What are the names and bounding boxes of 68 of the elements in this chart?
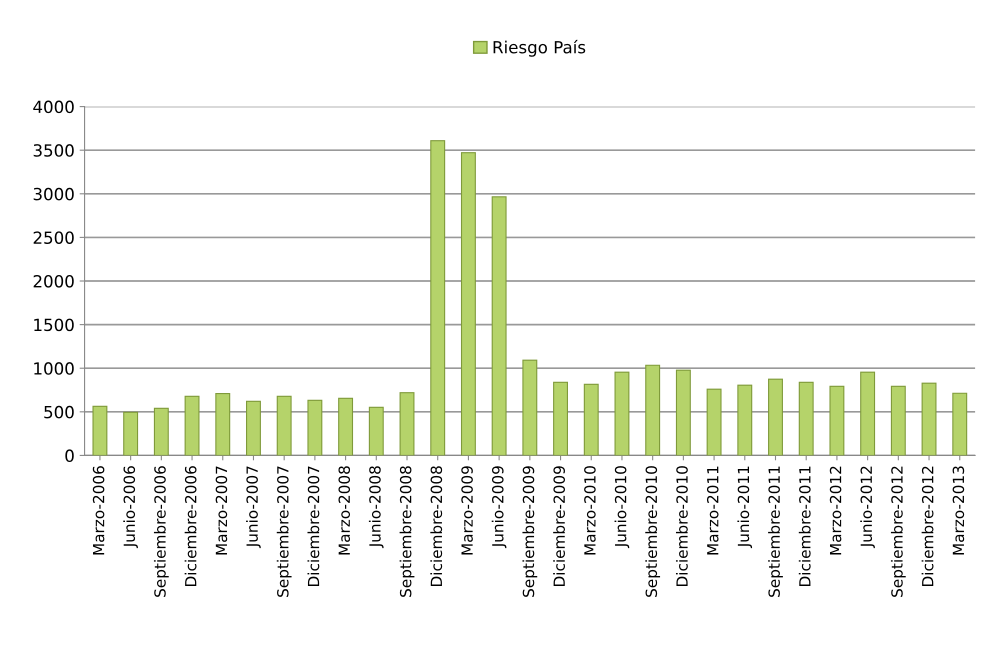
bar [307,400,322,456]
bar [645,364,660,456]
bar [798,382,814,456]
legend-label: Riesgo País [494,40,586,57]
x-tick-label: Septiembre-2012 [890,466,906,597]
x-tick-label: Junio-2006 [123,466,138,548]
y-tick-label: 0 [65,449,74,462]
bar [123,412,138,456]
x-tick-label: Marzo-2012 [830,466,842,555]
x-tick-label: Marzo-2009 [461,466,473,555]
bar [768,378,783,456]
bar [829,386,844,456]
bar [614,372,630,456]
x-tick-label: Marzo-2007 [216,466,228,555]
x-tick-label: Septiembre-2008 [400,466,414,597]
x-tick-label: Septiembre-2011 [768,466,783,597]
x-tick-label: Junio-2007 [246,466,261,548]
bar [952,392,968,456]
x-tick-label: Marzo-2013 [952,466,964,555]
x-tick-label: Diciembre-2010 [676,466,688,586]
x-tick-label: Septiembre-2009 [522,466,538,597]
bar [492,196,507,456]
bar [584,384,599,456]
y-tick-label: 1500 [34,318,74,332]
x-tick-label: Marzo-2011 [706,466,719,555]
bar [522,360,538,456]
x-tick-label: Diciembre-2009 [553,466,565,586]
y-tick-label: 1000 [34,362,74,375]
x-tick-label: Diciembre-2008 [430,466,442,586]
bar [676,370,691,456]
x-tick-label: Diciembre-2011 [798,466,811,586]
x-tick-label: Marzo-2008 [338,466,350,555]
bar [338,398,354,456]
bar [368,406,384,456]
bar [400,392,414,456]
y-tick-label: 500 [44,406,74,418]
x-tick-label: Diciembre-2007 [307,466,320,586]
bar [706,388,722,456]
x-tick-label: Junio-2009 [492,466,506,548]
x-tick-label: Marzo-2006 [92,466,104,555]
y-tick-label: 2500 [34,231,74,244]
bar [737,384,752,456]
bar [553,382,568,456]
y-tick-label: 3500 [34,144,74,157]
y-tick-label: 3000 [34,188,74,200]
bar [430,140,446,456]
bar [154,408,169,456]
bar [860,372,876,456]
x-tick-label: Septiembre-2006 [154,466,169,597]
bar [215,393,230,456]
x-tick-label: Junio-2008 [368,466,384,548]
bar [92,406,108,456]
x-tick-label: Junio-2012 [860,466,875,548]
x-tick-label: Septiembre-2010 [645,466,660,597]
x-tick-label: Junio-2010 [614,466,630,548]
bar [276,396,292,456]
bar [460,152,476,456]
x-tick-label: Septiembre-2007 [276,466,292,597]
y-tick-label: 4000 [33,100,74,114]
y-tick-label: 2000 [34,274,74,288]
bar [890,386,906,456]
x-tick-label: Diciembre-2006 [184,466,196,586]
x-tick-label: Diciembre-2012 [922,466,934,586]
x-tick-label: Junio-2011 [737,466,752,548]
bar [922,382,937,456]
bar [184,396,200,456]
x-tick-label: Marzo-2010 [584,466,596,555]
bar [246,400,261,456]
